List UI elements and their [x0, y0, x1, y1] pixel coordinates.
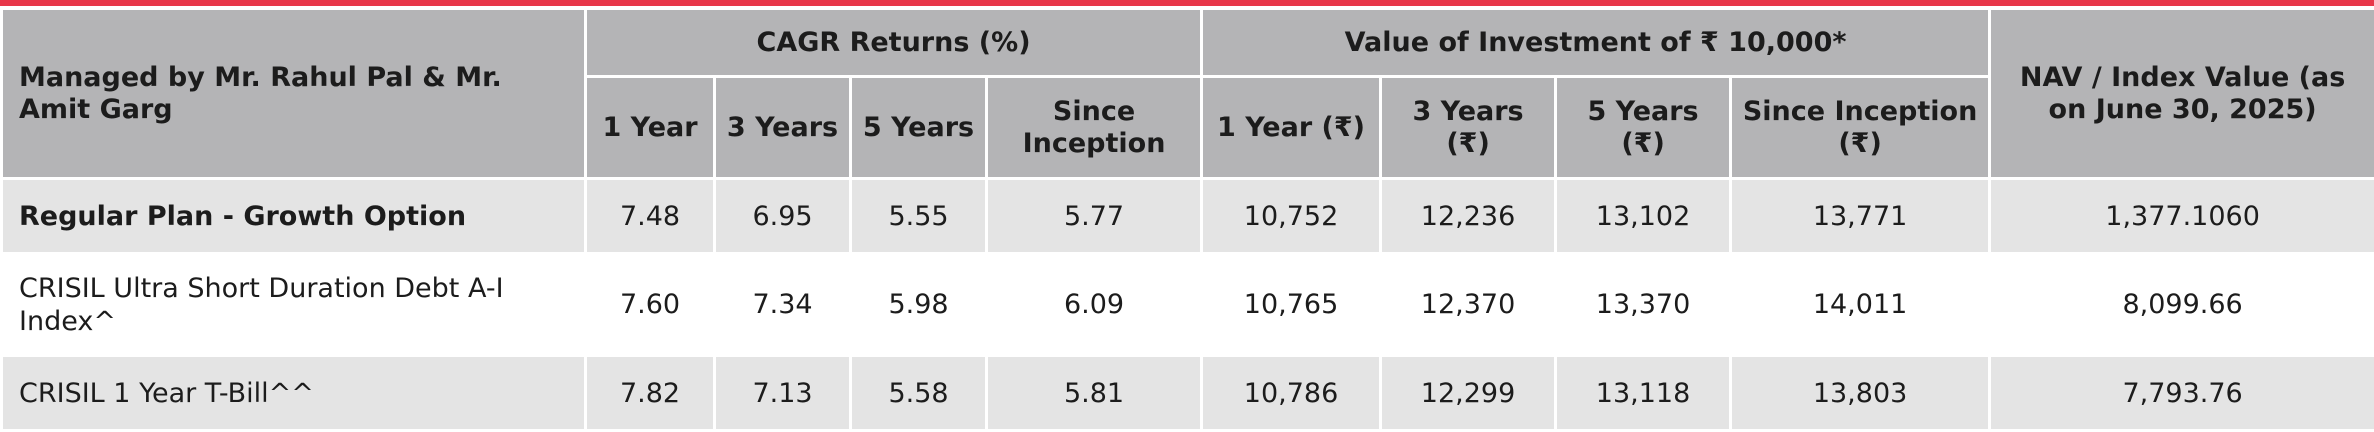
value-si-cell: 13,771 — [1731, 179, 1990, 254]
table-row: CRISIL 1 Year T-Bill^^ 7.82 7.13 5.58 5.… — [2, 356, 2374, 431]
value-1y-cell: 10,765 — [1202, 254, 1381, 356]
value-si-header: Since Inception (₹) — [1731, 77, 1990, 179]
top-accent-line — [0, 0, 2374, 6]
value-5y-cell: 13,102 — [1556, 179, 1731, 254]
value-1y-cell: 10,752 — [1202, 179, 1381, 254]
cagr-3y-cell: 7.34 — [715, 254, 851, 356]
cagr-si-cell: 5.77 — [987, 179, 1202, 254]
table-row: CRISIL Ultra Short Duration Debt A-I Ind… — [2, 254, 2374, 356]
cagr-si-cell: 6.09 — [987, 254, 1202, 356]
nav-cell: 8,099.66 — [1990, 254, 2374, 356]
cagr-3y-header: 3 Years — [715, 77, 851, 179]
cagr-si-cell: 5.81 — [987, 356, 1202, 431]
value-group-header: Value of Investment of ₹ 10,000* — [1202, 9, 1990, 77]
cagr-5y-cell: 5.58 — [851, 356, 987, 431]
row-label: CRISIL 1 Year T-Bill^^ — [2, 356, 586, 431]
nav-header: NAV / Index Value (as on June 30, 2025) — [1990, 9, 2374, 179]
value-5y-cell: 13,118 — [1556, 356, 1731, 431]
header-row-groups: Managed by Mr. Rahul Pal & Mr. Amit Garg… — [2, 9, 2374, 77]
value-si-cell: 13,803 — [1731, 356, 1990, 431]
value-si-cell: 14,011 — [1731, 254, 1990, 356]
row-label: CRISIL Ultra Short Duration Debt A-I Ind… — [2, 254, 586, 356]
value-3y-cell: 12,236 — [1381, 179, 1556, 254]
cagr-1y-cell: 7.48 — [586, 179, 715, 254]
cagr-1y-header: 1 Year — [586, 77, 715, 179]
cagr-5y-header: 5 Years — [851, 77, 987, 179]
value-3y-cell: 12,370 — [1381, 254, 1556, 356]
cagr-3y-cell: 6.95 — [715, 179, 851, 254]
row-label: Regular Plan - Growth Option — [2, 179, 586, 254]
cagr-group-header: CAGR Returns (%) — [586, 9, 1202, 77]
performance-table: Managed by Mr. Rahul Pal & Mr. Amit Garg… — [0, 7, 2374, 432]
value-3y-cell: 12,299 — [1381, 356, 1556, 431]
cagr-1y-cell: 7.60 — [586, 254, 715, 356]
cagr-5y-cell: 5.98 — [851, 254, 987, 356]
value-1y-header: 1 Year (₹) — [1202, 77, 1381, 179]
table-row: Regular Plan - Growth Option 7.48 6.95 5… — [2, 179, 2374, 254]
cagr-3y-cell: 7.13 — [715, 356, 851, 431]
nav-cell: 1,377.1060 — [1990, 179, 2374, 254]
manager-header: Managed by Mr. Rahul Pal & Mr. Amit Garg — [2, 9, 586, 179]
value-5y-cell: 13,370 — [1556, 254, 1731, 356]
value-3y-header: 3 Years (₹) — [1381, 77, 1556, 179]
cagr-5y-cell: 5.55 — [851, 179, 987, 254]
cagr-1y-cell: 7.82 — [586, 356, 715, 431]
value-5y-header: 5 Years (₹) — [1556, 77, 1731, 179]
cagr-si-header: Since Inception — [987, 77, 1202, 179]
value-1y-cell: 10,786 — [1202, 356, 1381, 431]
nav-cell: 7,793.76 — [1990, 356, 2374, 431]
